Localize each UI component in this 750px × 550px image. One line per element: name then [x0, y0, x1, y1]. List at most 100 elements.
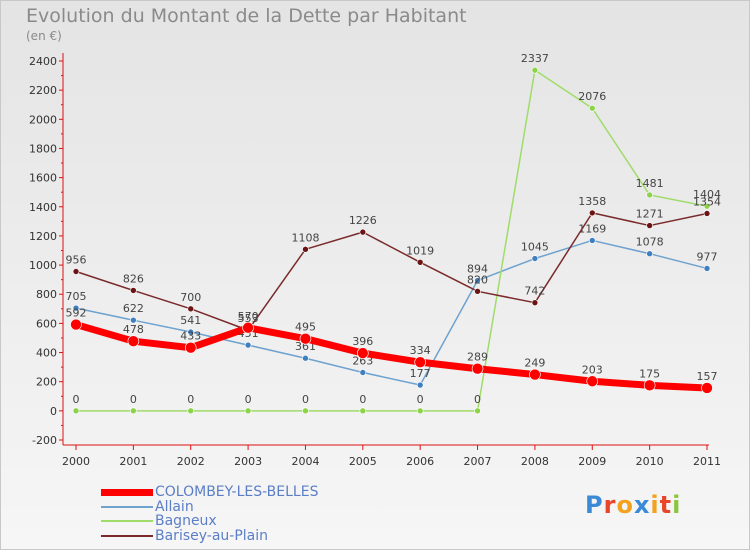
data-point — [646, 250, 653, 258]
y-tick-label: -200 — [32, 434, 57, 447]
data-point — [359, 228, 367, 236]
legend-swatch — [101, 488, 153, 496]
y-tick-label: 2000 — [29, 113, 57, 126]
data-point — [646, 222, 653, 229]
data-label: 177 — [410, 367, 431, 380]
data-point — [531, 299, 539, 306]
data-label: 0 — [302, 393, 309, 406]
data-label: 1226 — [349, 214, 377, 227]
data-label: 0 — [73, 393, 80, 406]
data-label: 1078 — [636, 236, 664, 249]
x-tick-label: 2003 — [234, 455, 262, 468]
data-label: 742 — [524, 285, 545, 298]
logo-letter: i — [672, 491, 682, 519]
x-tick-label: 2004 — [291, 455, 319, 468]
data-point — [357, 347, 369, 359]
data-point — [72, 407, 80, 415]
data-label: 478 — [123, 323, 144, 336]
data-label: 0 — [474, 393, 481, 406]
y-tick-label: 1600 — [29, 172, 57, 185]
logo-letter: t — [659, 491, 673, 519]
data-label: 0 — [359, 393, 366, 406]
data-point — [701, 382, 713, 394]
data-label: 1019 — [406, 244, 434, 257]
data-label: 263 — [352, 355, 373, 368]
legend-item: Barisey-au-Plain — [101, 529, 318, 544]
data-point — [70, 318, 82, 331]
data-point — [588, 237, 596, 244]
x-tick-label: 2002 — [177, 455, 205, 468]
data-point — [130, 287, 137, 294]
series-line-colombey-les-belles — [72, 321, 711, 392]
data-point — [72, 268, 80, 275]
data-point — [471, 362, 484, 375]
data-point — [187, 328, 195, 336]
data-label: 289 — [467, 351, 488, 364]
data-point — [127, 335, 140, 347]
data-label: 0 — [245, 393, 252, 406]
data-label: 1404 — [693, 188, 721, 201]
data-label: 495 — [295, 321, 316, 334]
data-point — [359, 407, 367, 415]
legend-item: Allain — [101, 500, 318, 515]
legend-label: Allain — [155, 498, 194, 515]
data-point — [474, 407, 481, 415]
data-point — [703, 202, 711, 210]
x-tick-label: 2011 — [693, 455, 721, 468]
data-point — [302, 246, 309, 253]
x-tick-label: 2008 — [521, 455, 549, 468]
data-point — [414, 356, 426, 368]
data-label: 396 — [352, 335, 373, 348]
data-point — [529, 368, 541, 381]
data-point — [703, 265, 711, 272]
data-point — [130, 316, 137, 324]
legend-label: Barisey-au-Plain — [155, 527, 269, 544]
x-tick-label: 2005 — [349, 455, 377, 468]
data-point — [474, 277, 481, 284]
data-point — [130, 407, 137, 415]
data-point — [588, 104, 596, 112]
data-label: 705 — [66, 290, 87, 303]
data-point — [244, 407, 252, 415]
logo-letter: r — [603, 491, 617, 519]
data-point — [646, 191, 653, 199]
data-label: 1354 — [693, 195, 721, 208]
series-line-allain — [75, 239, 708, 386]
data-point — [588, 209, 596, 217]
data-label: 203 — [582, 363, 603, 376]
y-tick-label: 600 — [36, 317, 57, 330]
data-point — [586, 375, 599, 388]
data-point — [474, 288, 481, 295]
legend-swatch — [101, 534, 153, 537]
data-label: 1108 — [291, 231, 319, 244]
data-point — [531, 66, 539, 74]
y-tick-label: 2400 — [29, 55, 57, 68]
y-tick-label: 0 — [50, 405, 57, 418]
data-point — [299, 332, 312, 345]
data-label: 157 — [697, 370, 718, 383]
y-tick-label: 1200 — [29, 230, 57, 243]
y-tick-label: 1000 — [29, 259, 57, 272]
data-label: 1271 — [636, 208, 664, 221]
data-point — [643, 379, 656, 392]
data-label: 2076 — [578, 90, 606, 103]
data-label: 570 — [238, 310, 259, 323]
data-label: 977 — [697, 250, 718, 263]
data-label: 1481 — [636, 177, 664, 190]
x-tick-label: 2009 — [578, 455, 606, 468]
x-tick-label: 2006 — [406, 455, 434, 468]
data-point — [302, 407, 309, 415]
data-point — [242, 321, 254, 334]
logo-letter: P — [585, 491, 604, 519]
data-point — [187, 305, 195, 313]
x-tick-label: 2000 — [62, 455, 90, 468]
proxiti-logo: Proxiti — [585, 491, 681, 519]
data-label: 622 — [123, 302, 144, 315]
data-point — [359, 369, 367, 376]
data-point — [416, 381, 424, 389]
legend-label: Bagneux — [155, 513, 217, 530]
data-label: 175 — [639, 367, 660, 380]
x-tick-label: 2001 — [119, 455, 147, 468]
